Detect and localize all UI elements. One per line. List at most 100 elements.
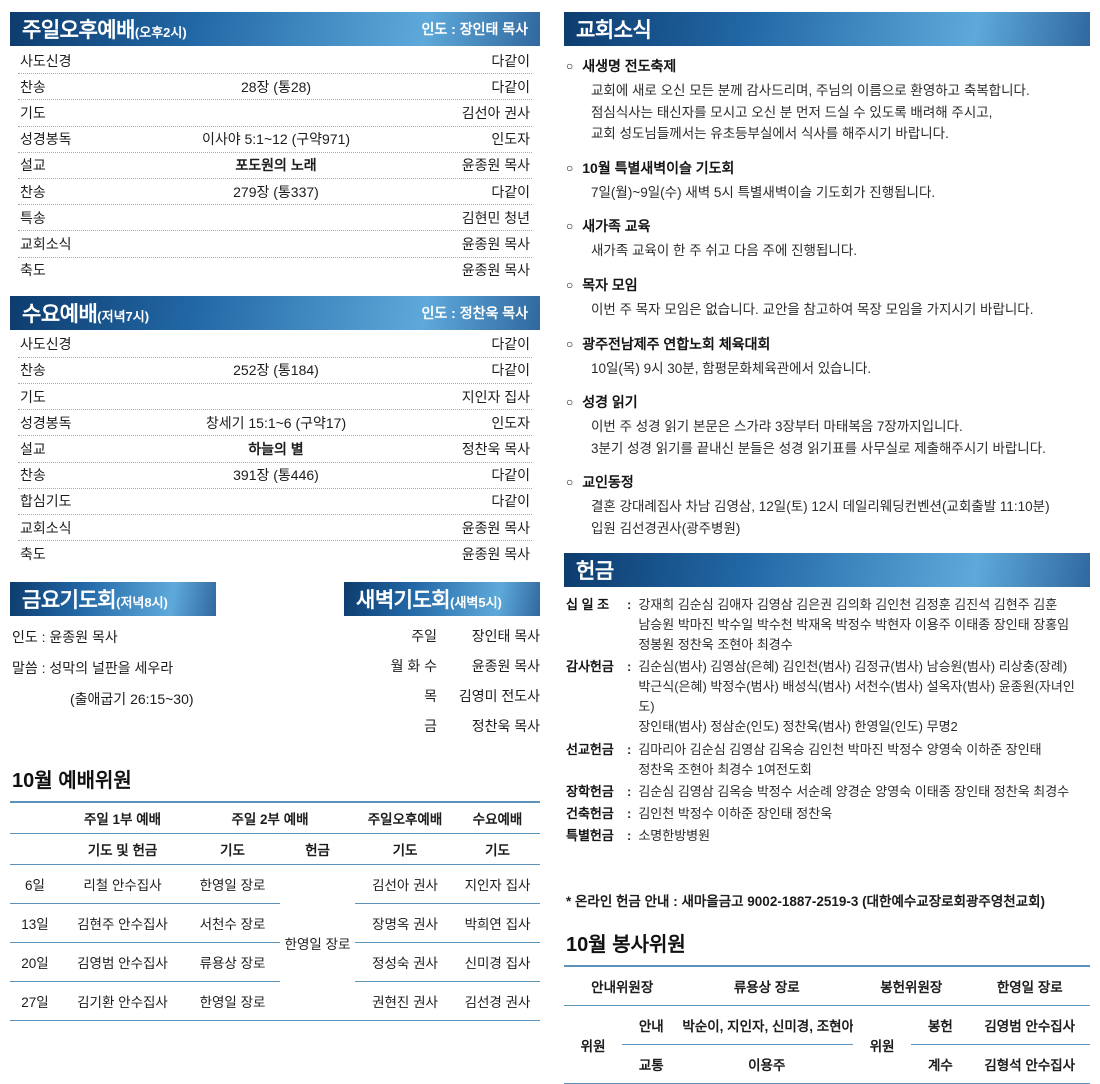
cell-offer-member: 김영범 안수집사 [969, 1005, 1090, 1046]
news-item: ○ 목자 모임 이번 주 목자 모임은 없습니다. 교안을 참고하여 목장 모임… [566, 275, 1090, 321]
news-item-header: ○ 새가족 교육 [566, 216, 1090, 236]
news-item-body: 교회에 새로 오신 모든 분께 감사드리며, 주님의 이름으로 환영하고 축복합… [591, 83, 1030, 142]
order-item-detail: 포도원의 노래 [235, 157, 317, 174]
order-item-label: 찬송 [20, 183, 46, 200]
dawn-person: 김영미 전도사 [458, 688, 540, 705]
online-offering-notice: * 온라인 헌금 안내 : 새마을금고 9002-1887-2519-3 (대한… [566, 894, 1046, 910]
worship-order-row: 찬송 28장 (통28) 다같이 [18, 74, 532, 101]
news-item-title: 교인동정 [582, 474, 634, 491]
table-group-header-row: 주일 1부 예배 주일 2부 예배 주일오후예배 수요예배 [10, 802, 540, 835]
order-item-person: 윤종원 목사 [461, 262, 530, 279]
table-row: 위원 안내 박순이, 지인자, 신미경, 조현아 위원 봉헌 김영범 안수집사 [564, 1005, 1090, 1084]
order-item-label: 설교 [20, 157, 46, 174]
cell-afternoon-prayer: 김선아 권사 [355, 864, 455, 905]
dawn-schedule-row: 목 김영미 전도사 [344, 686, 540, 706]
order-item-label: 사도신경 [20, 336, 72, 353]
section-time: (저녁8시) [116, 595, 168, 611]
col-group-wednesday-service: 수요예배 [455, 802, 540, 835]
cell-first-service: 김기환 안수집사 [60, 981, 185, 1022]
news-item: ○ 새가족 교육 새가족 교육이 한 주 쉬고 다음 주에 진행됩니다. [566, 216, 1090, 262]
circle-bullet-icon: ○ [566, 277, 574, 292]
offering-names: 김순심 김영삼 김옥승 박정수 서순례 양경순 양영숙 이태종 장인태 정찬욱 … [638, 783, 1070, 799]
offering-type-label: 장학헌금 [566, 783, 614, 799]
offering-separator: : [627, 658, 632, 674]
circle-bullet-icon: ○ [566, 160, 574, 175]
section-time: (저녁7시) [97, 308, 150, 324]
cell-guide-label: 안내 [622, 1005, 681, 1046]
order-item-person: 김선아 권사 [461, 104, 530, 121]
cell-guide-chair-label: 안내위원장 [564, 966, 681, 1007]
cell-second-prayer: 서천수 장로 [185, 903, 280, 944]
section-sunday-afternoon-worship: 주일오후예배(오후2시) 인도 : 장인태 목사 사도신경 다같이 찬송 28장… [10, 12, 540, 283]
section-time: (오후2시) [134, 25, 187, 40]
friday-prayer-line: (출애굽기 26:15~30) [70, 691, 194, 708]
worship-order-row: 찬송 252장 (통184) 다같이 [18, 358, 532, 385]
section-time: (새벽5시) [450, 595, 502, 611]
section-leader: 인도 : 장인태 목사 [421, 21, 529, 37]
order-item-detail: 28장 (통28) [240, 78, 312, 95]
offering-type-label: 건축헌금 [566, 805, 614, 821]
dawn-schedule-row: 주일 장인태 목사 [344, 626, 540, 646]
offering-entry: 건축헌금 : 김인천 박정수 이하준 장인태 정찬욱 [566, 804, 1088, 824]
news-item-title: 새생명 전도축제 [582, 58, 677, 74]
circle-bullet-icon: ○ [566, 219, 574, 234]
worship-order-row: 특송 김현민 청년 [18, 205, 532, 232]
order-item-person: 다같이 [491, 336, 530, 353]
cell-offer-chair: 한영일 장로 [969, 966, 1090, 1007]
section-header-sunday-afternoon: 주일오후예배(오후2시) 인도 : 장인태 목사 [10, 12, 540, 46]
news-item-header: ○ 성경 읽기 [566, 392, 1090, 412]
worship-order-row: 교회소식 윤종원 목사 [18, 515, 532, 542]
section-title-group: 새벽기도회(새벽5시) [356, 584, 502, 614]
cell-wednesday-prayer: 신미경 집사 [455, 942, 540, 983]
subcol-offering: 헌금 [280, 833, 355, 866]
offering-names: 강재희 김순심 김애자 김영삼 김은권 김의화 김인천 김정훈 김진석 김현주 … [638, 596, 1070, 652]
table-row: 20일 김영범 안수집사 류용상 장로 정성숙 권사 신미경 집사 [10, 942, 540, 983]
left-column: 주일오후예배(오후2시) 인도 : 장인태 목사 사도신경 다같이 찬송 28장… [10, 12, 540, 1084]
order-item-label: 특송 [20, 209, 46, 226]
news-item-header: ○ 목자 모임 [566, 275, 1090, 295]
worship-committee-title: 10월 예배위원 [12, 770, 132, 793]
news-item-header: ○ 교인동정 [566, 472, 1090, 492]
news-item-body: 결혼 강대례집사 차남 김영삼, 12일(토) 12시 데일리웨딩컨벤션(교회출… [591, 499, 1050, 536]
cell-member-label-right: 위원 [853, 1005, 912, 1084]
order-item-label: 기도 [20, 388, 46, 405]
offering-names: 소명한방병원 [638, 828, 711, 844]
order-item-label: 교회소식 [20, 519, 72, 536]
subcol-prayer: 기도 [455, 833, 540, 866]
section-header-dawn-prayer: 새벽기도회(새벽5시) [344, 582, 540, 617]
offering-separator: : [627, 828, 632, 844]
news-item-header: ○ 10월 특별새벽이슬 기도회 [566, 158, 1090, 178]
worship-order-row: 찬송 391장 (통446) 다같이 [18, 463, 532, 489]
order-item-detail: 창세기 15:1~6 (구약17) [205, 414, 347, 431]
news-list: ○ 새생명 전도축제 교회에 새로 오신 모든 분께 감사드리며, 주님의 이름… [564, 56, 1090, 540]
cell-afternoon-prayer: 권현진 권사 [355, 981, 455, 1022]
order-item-label: 성경봉독 [20, 131, 72, 148]
table-row: 안내위원장 류용상 장로 봉헌위원장 한영일 장로 [564, 966, 1090, 1007]
cell-traffic-label: 교통 [622, 1044, 681, 1084]
dawn-prayer-schedule: 주일 장인태 목사 월 화 수 윤종원 목사 목 김영미 전도사 [344, 626, 540, 736]
table-row: 13일 김현주 안수집사 서천수 장로 장명옥 권사 박희연 집사 [10, 903, 540, 944]
cell-wednesday-prayer: 박희연 집사 [455, 903, 540, 944]
cell-second-prayer: 한영일 장로 [185, 864, 280, 905]
worship-order-row: 성경봉독 창세기 15:1~6 (구약17) 인도자 [18, 410, 532, 437]
worship-order-row: 찬송 279장 (통337) 다같이 [18, 179, 532, 206]
offering-entry: 감사헌금 : 김순심(범사) 김영삼(은혜) 김인천(범사) 김정규(범사) 남… [566, 657, 1088, 738]
offering-type-label: 십 일 조 [566, 596, 610, 612]
worship-order-row: 교회소식 윤종원 목사 [18, 231, 532, 258]
cell-offer-label: 봉헌 [911, 1005, 970, 1046]
cell-first-service: 김현주 안수집사 [60, 903, 185, 944]
worship-order-list: 사도신경 다같이 찬송 28장 (통28) 다같이 기도 김선아 권사 [18, 48, 532, 283]
section-offering: 헌금 십 일 조 : 강재희 김순심 김애자 김영삼 김은권 김의화 김인천 김… [564, 552, 1090, 911]
section-leader: 인도 : 정찬욱 목사 [421, 304, 529, 321]
order-item-person: 다같이 [491, 362, 530, 379]
circle-bullet-icon: ○ [566, 336, 574, 351]
dawn-person: 정찬욱 목사 [471, 718, 540, 735]
section-header-offering: 헌금 [564, 552, 1090, 587]
worship-order-row: 설교 하늘의 별 정찬욱 목사 [18, 436, 532, 463]
news-item-body: 이번 주 목자 모임은 없습니다. 교안을 참고하여 목장 모임을 가지시기 바… [591, 301, 1034, 317]
cell-date: 27일 [10, 981, 60, 1022]
section-header-friday-prayer: 금요기도회(저녁8시) [10, 582, 216, 617]
news-item-header: ○ 광주전남제주 연합노회 체육대회 [566, 334, 1090, 354]
offering-entry: 십 일 조 : 강재희 김순심 김애자 김영삼 김은권 김의화 김인천 김정훈 … [566, 595, 1088, 655]
